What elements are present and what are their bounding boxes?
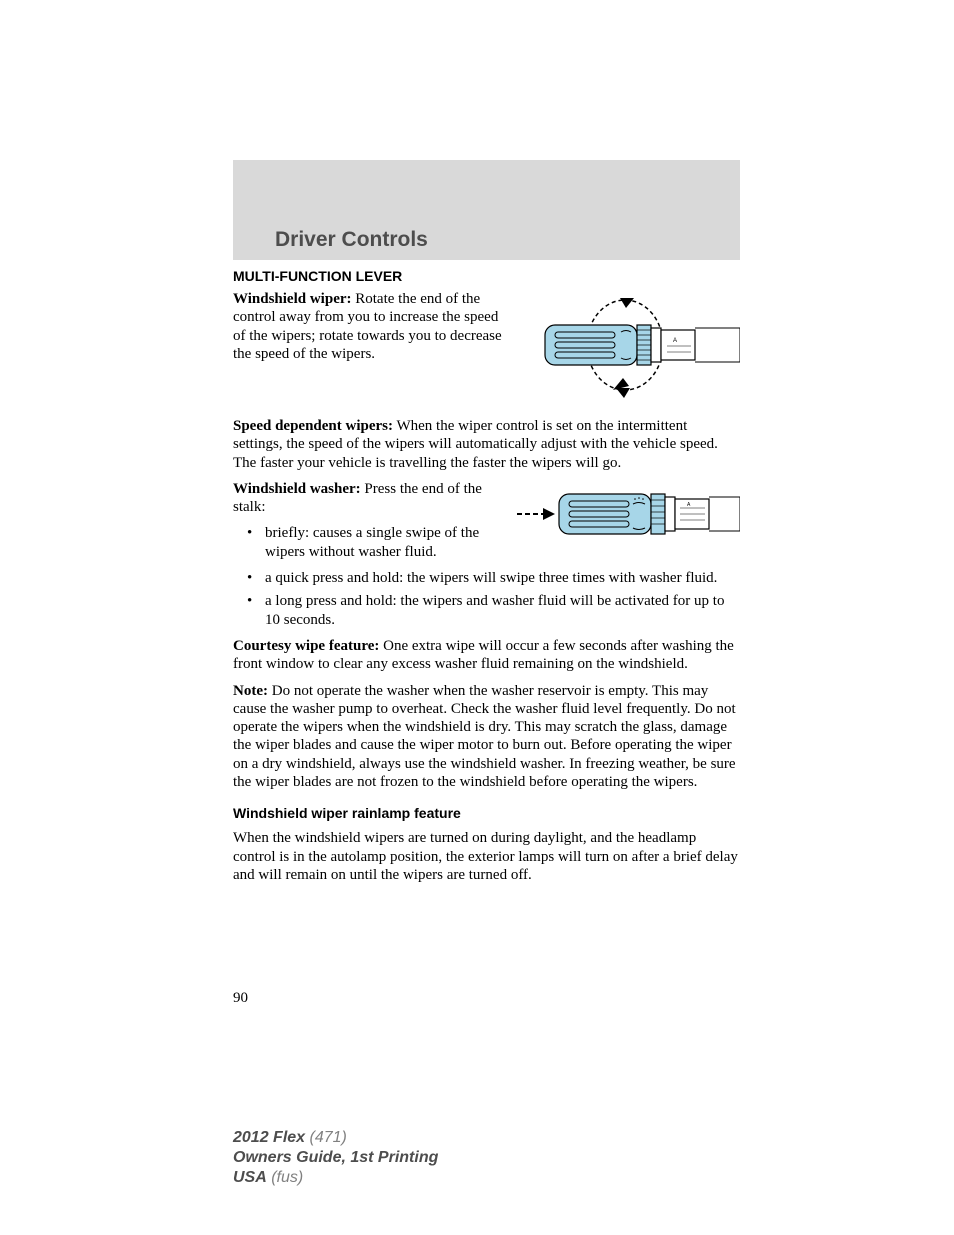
note-paragraph: Note: Do not operate the washer when the… [233,682,740,792]
footer-code: (471) [305,1129,347,1146]
footer-country: USA [233,1169,267,1186]
wiper-label: Windshield wiper: [233,291,352,307]
footer-line-1: 2012 Flex (471) [233,1128,438,1148]
washer-row: Windshield washer: Press the end of the … [233,480,740,569]
courtesy-paragraph: Courtesy wipe feature: One extra wipe wi… [233,637,740,674]
section-heading-multifunction: MULTI-FUNCTION LEVER [233,268,740,284]
footer: 2012 Flex (471) Owners Guide, 1st Printi… [233,1128,438,1188]
bullet-item: a long press and hold: the wipers and wa… [251,592,740,629]
note-text: Do not operate the washer when the washe… [233,683,736,790]
chapter-title: Driver Controls [275,228,428,252]
speed-label: Speed dependent wipers: [233,418,393,434]
figure-lever-rotate: A [525,290,740,405]
wiper-row: Windshield wiper: Rotate the end of the … [233,290,740,405]
bullet-item: a quick press and hold: the wipers will … [251,569,740,587]
washer-bullets-cont: a quick press and hold: the wipers will … [251,569,740,629]
washer-paragraph: Windshield washer: Press the end of the … [233,480,497,517]
courtesy-label: Courtesy wipe feature: [233,638,379,654]
section-heading-rainlamp: Windshield wiper rainlamp feature [233,805,740,821]
footer-line-2: Owners Guide, 1st Printing [233,1148,438,1168]
svg-text:A: A [673,338,677,344]
footer-line-3: USA (fus) [233,1168,438,1188]
rainlamp-paragraph: When the windshield wipers are turned on… [233,829,740,884]
page-content: MULTI-FUNCTION LEVER Windshield wiper: R… [233,268,740,892]
page-number: 90 [233,990,248,1007]
wiper-paragraph: Windshield wiper: Rotate the end of the … [233,290,507,363]
bullet-item: briefly: causes a single swipe of the wi… [251,524,497,561]
note-label: Note: [233,683,268,699]
washer-bullets: briefly: causes a single swipe of the wi… [251,524,497,561]
washer-label: Windshield washer: [233,481,361,497]
figure-lever-push: A [515,480,740,569]
speed-paragraph: Speed dependent wipers: When the wiper c… [233,417,740,472]
footer-fus: (fus) [267,1169,303,1186]
footer-model: 2012 Flex [233,1129,305,1146]
